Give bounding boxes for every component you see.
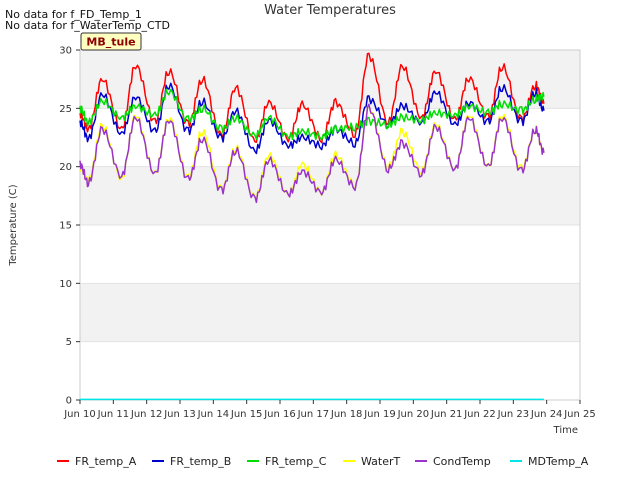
legend-item-fr-temp-a: FR_temp_A bbox=[57, 455, 137, 468]
y-tick-label: 30 bbox=[59, 46, 72, 57]
legend-label: CondTemp bbox=[433, 455, 491, 468]
x-tick-label: Jun 22 bbox=[463, 409, 496, 420]
band-5-10 bbox=[80, 283, 580, 342]
series-line-fr-temp-c bbox=[79, 88, 545, 141]
y-tick-label: 15 bbox=[59, 221, 72, 232]
x-tick-label: Jun 21 bbox=[430, 409, 463, 420]
band-25-30 bbox=[80, 50, 580, 109]
legend-item-fr-temp-c: FR_temp_C bbox=[247, 455, 327, 468]
x-tick-label: Jun 16 bbox=[263, 409, 296, 420]
legend-label: MDTemp_A bbox=[528, 455, 589, 468]
x-tick-label: Jun 17 bbox=[297, 409, 330, 420]
x-tick-label: Jun 12 bbox=[130, 409, 163, 420]
y-axis-ticks: 0 5 10 15 20 25 30 bbox=[59, 46, 80, 407]
x-tick-label: Jun 11 bbox=[97, 409, 130, 420]
x-tick-label: Jun 10 bbox=[63, 409, 96, 420]
series-line-condtemp bbox=[79, 103, 545, 204]
y-tick-label: 10 bbox=[59, 279, 72, 290]
site-badge: MB_tule bbox=[80, 32, 142, 51]
x-tick-label: Jun 24 bbox=[530, 409, 563, 420]
y-axis-label: Temperature (C) bbox=[8, 184, 19, 266]
y-tick-label: 25 bbox=[59, 104, 72, 115]
series-line-fr-temp-a bbox=[79, 52, 545, 144]
x-tick-label: Jun 19 bbox=[363, 409, 396, 420]
x-tick-label: Jun 23 bbox=[497, 409, 530, 420]
y-tick-label: 20 bbox=[59, 162, 72, 173]
band-0-5 bbox=[80, 341, 580, 400]
x-tick-label: Jun 20 bbox=[397, 409, 430, 420]
x-tick-label: Jun 14 bbox=[197, 409, 230, 420]
x-tick-label: Jun 25 bbox=[563, 409, 596, 420]
x-tick-label: Jun 13 bbox=[163, 409, 196, 420]
legend-label: FR_temp_A bbox=[75, 455, 137, 468]
band-15-20 bbox=[80, 166, 580, 225]
y-tick-label: 0 bbox=[66, 396, 72, 407]
x-axis-label: Time bbox=[553, 425, 578, 436]
chart-title: Water Temperatures bbox=[264, 3, 396, 18]
y-tick-label: 5 bbox=[66, 337, 72, 348]
site-badge-label: MB_tule bbox=[86, 36, 135, 49]
no-data-note-2: No data for f_WaterTemp_CTD bbox=[5, 19, 170, 32]
legend-label: WaterT bbox=[361, 455, 401, 468]
legend-item-fr-temp-b: FR_temp_B bbox=[152, 455, 231, 468]
x-tick-label: Jun 15 bbox=[230, 409, 263, 420]
legend-label: FR_temp_B bbox=[170, 455, 231, 468]
x-tick-label: Jun 18 bbox=[330, 409, 363, 420]
series-line-fr-temp-b bbox=[79, 82, 545, 155]
band-10-15 bbox=[80, 225, 580, 284]
legend: FR_temp_A FR_temp_B FR_temp_C WaterT CondTem… bbox=[57, 455, 589, 468]
legend-item-condtemp: CondTemp bbox=[415, 455, 491, 468]
legend-label: FR_temp_C bbox=[265, 455, 327, 468]
x-axis-ticks: Jun 10 Jun 11 Jun 12 Jun 13 Jun 14 Jun 15 Jun … bbox=[63, 400, 596, 420]
legend-item-mdtemp-a: MDTemp_A bbox=[510, 455, 589, 468]
legend-item-watert: WaterT bbox=[343, 455, 401, 468]
no-data-note-1: No data for f_FD_Temp_1 bbox=[5, 8, 142, 21]
series-layer bbox=[79, 52, 545, 401]
